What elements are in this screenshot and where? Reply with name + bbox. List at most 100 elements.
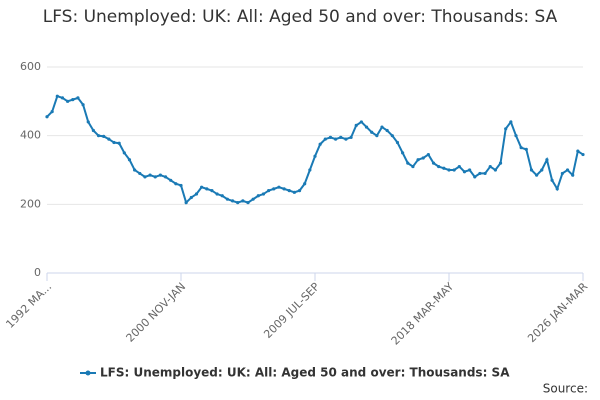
point	[215, 192, 219, 196]
point	[220, 194, 224, 198]
point	[545, 158, 549, 162]
point	[55, 94, 59, 98]
point	[308, 168, 312, 172]
point	[117, 141, 121, 145]
point	[71, 98, 75, 102]
point	[344, 137, 348, 141]
point	[560, 171, 564, 176]
point	[148, 173, 152, 177]
point	[401, 151, 405, 155]
point	[447, 168, 451, 172]
point	[236, 201, 240, 205]
point	[267, 189, 271, 193]
point	[509, 120, 513, 124]
legend-marker	[85, 370, 91, 376]
chart-title: LFS: Unemployed: UK: All: Aged 50 and ov…	[42, 7, 558, 27]
y-tick-label: 600	[20, 60, 41, 73]
point	[529, 168, 534, 172]
point	[303, 182, 307, 186]
point	[127, 158, 132, 162]
point	[328, 135, 333, 139]
point	[550, 178, 554, 182]
point	[189, 195, 193, 200]
point	[272, 187, 276, 191]
point	[133, 168, 137, 172]
point	[478, 171, 482, 176]
point	[504, 127, 508, 131]
point	[194, 192, 199, 196]
point	[411, 164, 415, 169]
point	[555, 187, 559, 191]
point	[462, 170, 467, 174]
point	[138, 171, 142, 176]
point	[457, 164, 461, 169]
point	[581, 152, 585, 157]
point	[431, 161, 436, 165]
point	[535, 173, 539, 177]
x-tick-label: 2000 NOV-JAN	[124, 280, 189, 345]
point	[225, 197, 229, 201]
point	[380, 125, 384, 129]
point	[514, 134, 518, 138]
point	[184, 201, 188, 205]
point	[205, 187, 209, 191]
point	[349, 135, 353, 139]
x-tick-label: 2026 JAN-MAR	[525, 280, 590, 345]
point	[498, 161, 503, 165]
point	[210, 189, 214, 193]
point	[452, 168, 456, 172]
y-tick-label: 200	[20, 197, 41, 210]
point	[370, 130, 374, 134]
point	[488, 164, 492, 169]
point	[277, 185, 281, 189]
source: Source:	[543, 382, 588, 396]
point	[76, 96, 80, 100]
point	[421, 156, 425, 160]
point	[158, 173, 162, 177]
point	[297, 189, 302, 193]
point	[339, 135, 343, 139]
x-tick-label: 1992 MA...	[3, 280, 54, 331]
point	[390, 134, 394, 138]
x-tick-label: 2009 JUL-SEP	[261, 280, 322, 341]
series-line	[46, 94, 584, 205]
point	[91, 128, 95, 133]
y-tick-label: 0	[34, 266, 41, 279]
point	[143, 175, 147, 179]
point	[45, 115, 49, 119]
point	[524, 147, 528, 151]
point	[200, 185, 204, 189]
point	[416, 158, 420, 162]
legend-label: LFS: Unemployed: UK: All: Aged 50 and ov…	[100, 366, 510, 380]
x-tick-label: 2018 MAR-MAY	[389, 280, 457, 348]
point	[122, 151, 126, 155]
point	[354, 123, 358, 127]
point	[437, 164, 441, 169]
point	[261, 192, 266, 196]
point	[540, 168, 544, 172]
point	[153, 175, 157, 179]
point	[442, 166, 446, 170]
point	[493, 168, 497, 172]
point	[163, 175, 168, 179]
point	[96, 134, 101, 138]
point	[81, 103, 85, 107]
point	[174, 182, 178, 186]
point	[313, 154, 317, 158]
point	[246, 201, 250, 205]
point	[169, 178, 173, 182]
point	[323, 137, 327, 141]
point	[102, 134, 106, 138]
point	[60, 96, 65, 100]
point	[66, 99, 70, 103]
point	[395, 140, 400, 145]
point	[179, 183, 183, 188]
point	[385, 128, 389, 133]
point	[230, 199, 235, 203]
point	[287, 189, 291, 193]
point	[519, 146, 523, 150]
point	[334, 137, 338, 141]
point	[473, 175, 477, 179]
point	[112, 140, 116, 145]
